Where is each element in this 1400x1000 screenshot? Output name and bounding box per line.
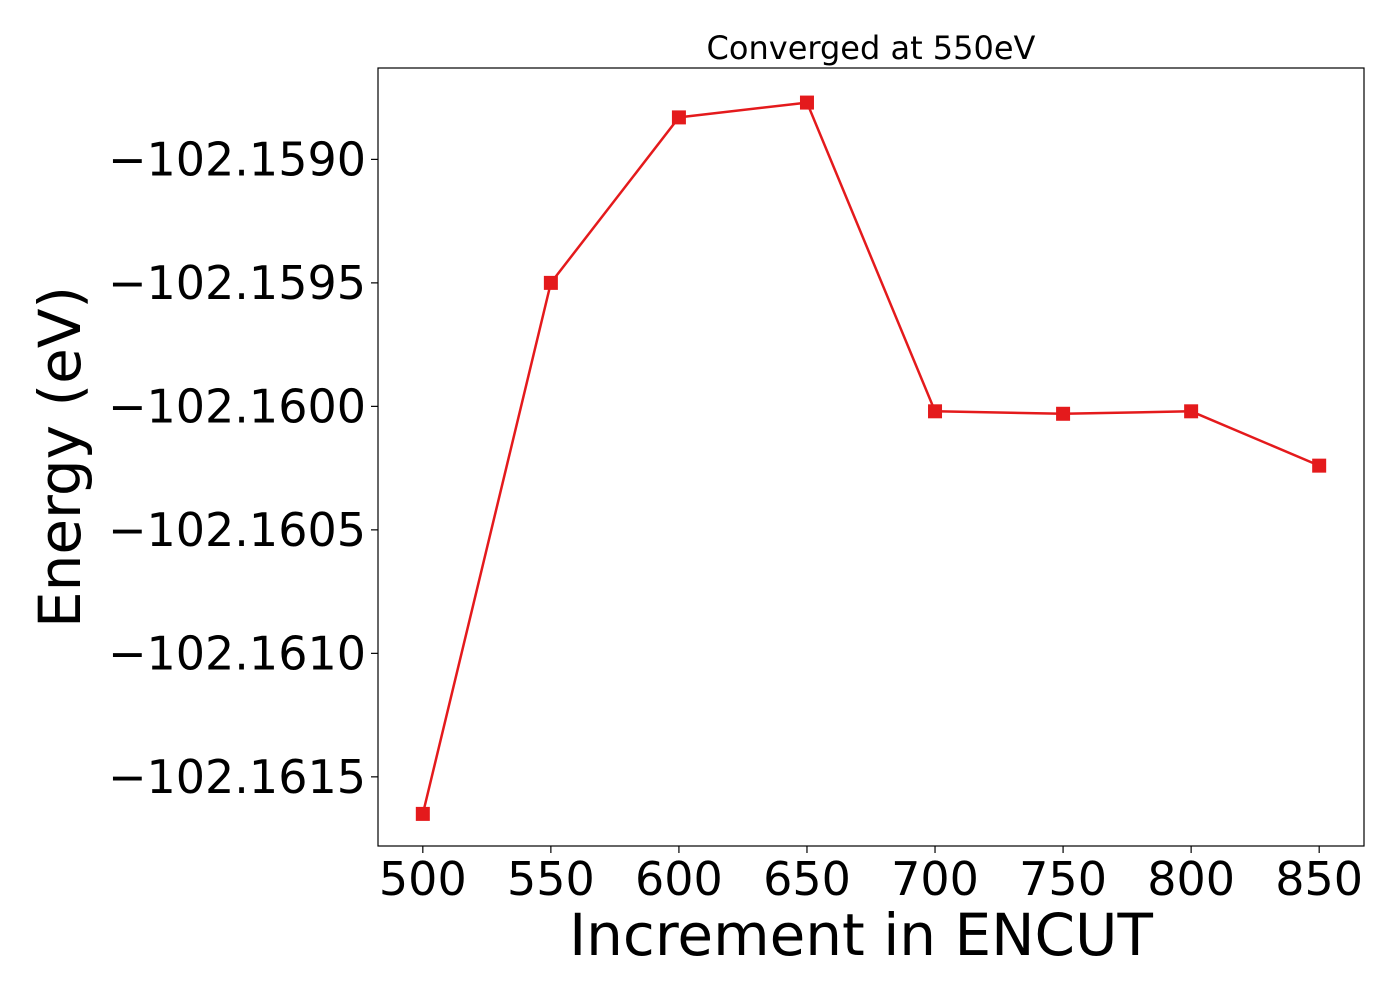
- data-point-marker: [928, 404, 943, 419]
- y-tick-label: −102.1610: [108, 626, 366, 680]
- data-point-marker: [799, 95, 814, 110]
- y-tick-label: −102.1615: [108, 750, 366, 804]
- data-point-marker: [415, 806, 430, 821]
- x-tick-label: 800: [1147, 852, 1235, 906]
- data-point-marker: [1056, 406, 1071, 421]
- x-tick-label: 750: [1019, 852, 1107, 906]
- x-tick-label: 600: [635, 852, 723, 906]
- x-tick-label: 850: [1275, 852, 1363, 906]
- x-tick-label: 700: [891, 852, 979, 906]
- y-tick-label: −102.1600: [108, 379, 366, 433]
- y-axis-ticks: −102.1590 −102.1595 −102.1600 −102.1605 −102…: [108, 132, 378, 804]
- chart-title: Converged at 550eV: [707, 29, 1036, 67]
- x-tick-label: 650: [763, 852, 851, 906]
- data-point-marker: [1312, 458, 1327, 473]
- x-tick-label: 500: [379, 852, 467, 906]
- series-layer: [415, 95, 1327, 821]
- data-point-marker: [671, 110, 686, 125]
- plot-area-frame: [377, 67, 1365, 847]
- y-tick-label: −102.1590: [108, 132, 366, 186]
- y-axis-label: Energy (eV): [26, 286, 94, 628]
- x-tick-label: 550: [507, 852, 595, 906]
- y-tick-label: −102.1605: [108, 503, 366, 557]
- data-point-marker: [543, 275, 558, 290]
- x-axis-ticks: 500 550 600 650 700 750 800 850: [379, 846, 1363, 906]
- series-line: [421, 101, 1320, 815]
- x-axis-label: Increment in ENCUT: [569, 901, 1153, 969]
- data-point-marker: [1184, 404, 1199, 419]
- y-tick-label: −102.1595: [108, 256, 366, 310]
